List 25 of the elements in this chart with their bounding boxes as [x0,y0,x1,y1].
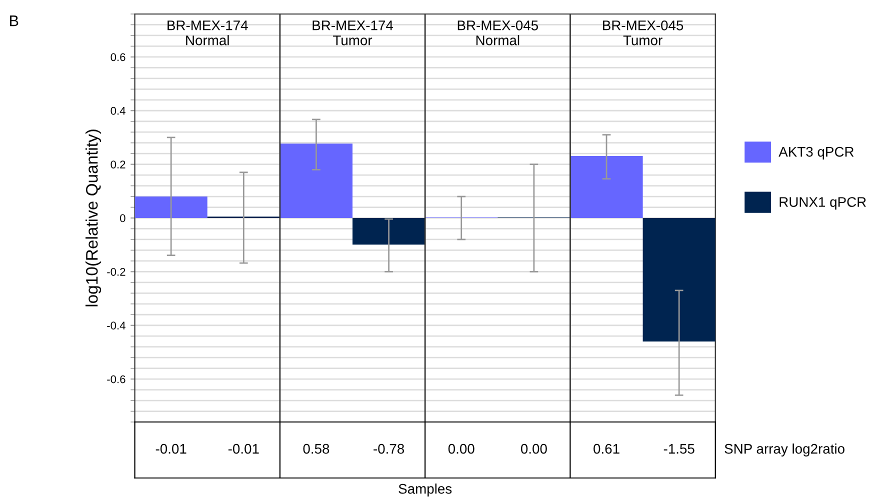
x-tick-label: BR-MEX-174 Tumor [312,20,394,46]
text: -0.01 [156,444,186,454]
x-tick-label: BR-MEX-174 Normal [168,20,248,46]
x-tick-label: BR-MEX-045 Tumor [603,20,684,46]
text: -0.01 [228,444,259,454]
y-axis-title: log10(Relative Quantity) [86,130,102,306]
text: 0.00 [448,444,474,454]
y-tick-label: 0.6 [110,53,126,62]
text: B [10,16,18,26]
text: -1.55 [664,444,694,454]
legend-label: RUNX1 qPCR [780,197,866,210]
x-tick-label: BR-MEX-045 Normal [458,20,538,46]
text: 0.58 [303,444,330,454]
y-tick-label: 0 [120,214,126,222]
y-tick-label: -0.4 [107,322,126,330]
text: SNP array log2ratio [724,444,844,456]
y-tick-label: 0.2 [110,160,126,168]
text: 0.61 [594,444,620,454]
x-axis-title: Samples [398,484,452,497]
y-tick-label: 0.4 [110,106,126,115]
text: -0.78 [374,444,404,454]
legend-label: AKT3 qPCR [778,146,854,160]
y-tick-label: -0.2 [107,268,126,276]
text: 0.00 [520,444,547,454]
y-tick-label: -0.6 [107,375,126,384]
